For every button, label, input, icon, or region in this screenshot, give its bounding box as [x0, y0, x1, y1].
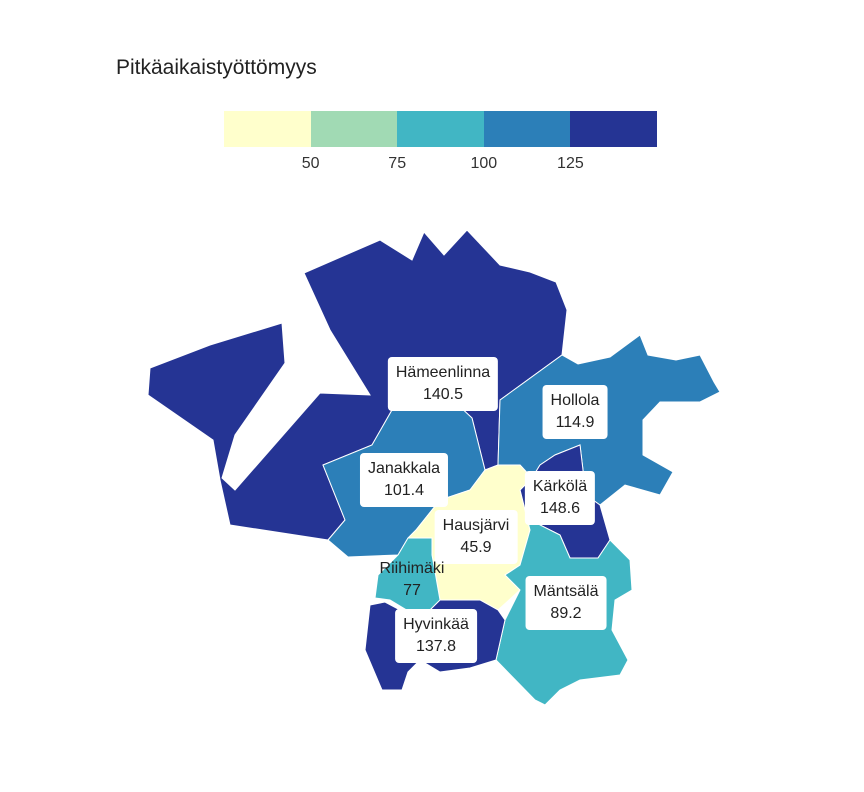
region-name: Hyvinkää [403, 616, 469, 633]
region-value: 89.2 [550, 605, 582, 622]
map-title: Pitkäaikaistyöttömyys [116, 56, 317, 79]
label-karkola: Kärkölä 148.6 [524, 471, 596, 525]
region-value: 45.9 [460, 539, 492, 556]
region-value: 77 [403, 582, 421, 599]
region-name: Riihimäki [379, 560, 445, 577]
label-janakkala: Janakkala 101.4 [359, 453, 449, 507]
label-hameenlinna: Hämeenlinna 140.5 [387, 357, 499, 411]
region-name: Hämeenlinna [395, 364, 491, 381]
label-hausjarvi: Hausjärvi 45.9 [434, 510, 518, 564]
label-hollola: Hollola 114.9 [542, 385, 608, 439]
legend-tick-125: 125 [557, 155, 584, 172]
region-value: 137.8 [415, 638, 457, 655]
region-name: Janakkala [367, 460, 441, 477]
region-value: 140.5 [422, 386, 464, 403]
color-legend: 50 75 100 125 [224, 111, 657, 181]
legend-tick-100: 100 [470, 155, 498, 172]
region-name: Hollola [550, 392, 600, 409]
legend-tick-75: 75 [388, 155, 407, 172]
label-mantsala: Mäntsälä 89.2 [525, 576, 607, 630]
legend-swatch-1 [224, 111, 311, 147]
legend-swatch-2 [310, 111, 398, 147]
label-riihimaki: Riihimäki 77 [372, 553, 453, 607]
region-value: 101.4 [383, 482, 425, 499]
legend-swatch-5 [570, 111, 657, 147]
region-name: Kärkölä [532, 478, 588, 495]
region-name: Mäntsälä [533, 583, 599, 600]
region-name: Hausjärvi [442, 517, 510, 534]
legend-swatch-3 [397, 111, 484, 147]
region-value: 148.6 [539, 500, 581, 517]
legend-swatch-4 [483, 111, 571, 147]
region-value: 114.9 [555, 414, 595, 431]
label-hyvinkaa: Hyvinkää 137.8 [395, 609, 477, 663]
legend-tick-50: 50 [301, 155, 320, 172]
